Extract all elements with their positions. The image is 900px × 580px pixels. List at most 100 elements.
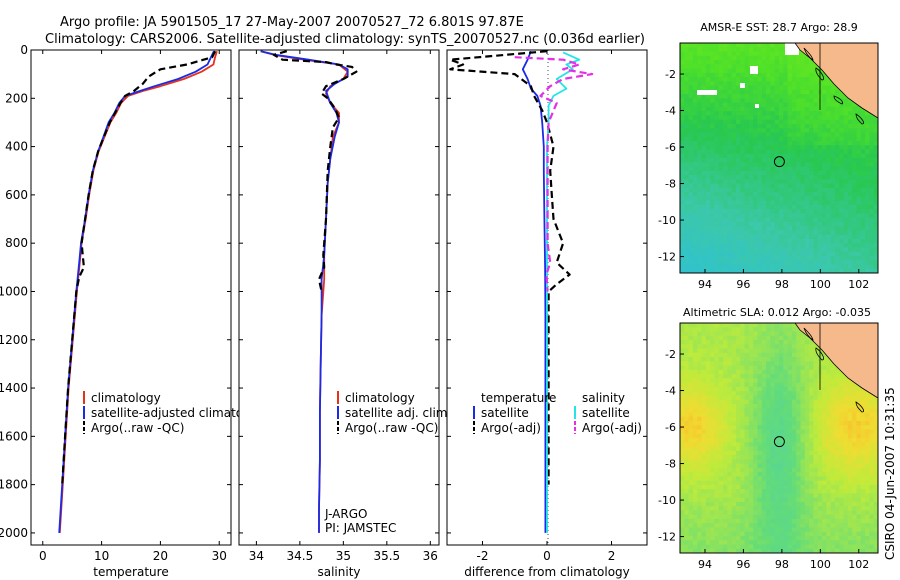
heatmap-cell xyxy=(761,382,767,388)
heatmap-cell xyxy=(839,399,845,405)
heatmap-cell xyxy=(723,145,728,151)
sst-map-ticks: 94 96 98 100 102-2-4-6-8-10-12 xyxy=(658,68,869,291)
heatmap-cell xyxy=(748,149,754,155)
heatmap-cell xyxy=(680,365,685,371)
heatmap-cell xyxy=(697,238,703,244)
heatmap-cell xyxy=(809,514,815,520)
heatmap-cell xyxy=(843,386,849,392)
heatmap-cell xyxy=(796,60,802,65)
heatmap-cell xyxy=(731,438,737,443)
heatmap-cell xyxy=(680,140,685,146)
heatmap-cell xyxy=(710,523,716,529)
series-line-satellite-adj-clim- xyxy=(260,50,349,533)
heatmap-cell xyxy=(770,425,776,431)
heatmap-cell xyxy=(822,497,827,503)
heatmap-cell xyxy=(740,403,746,409)
heatmap-cell xyxy=(779,323,784,328)
heatmap-cell xyxy=(692,459,698,465)
heatmap-cell xyxy=(817,446,823,452)
heatmap-cell xyxy=(710,175,716,180)
heatmap-cell xyxy=(826,81,832,87)
heatmap-cell xyxy=(869,243,875,249)
heatmap-cell xyxy=(860,243,866,249)
heatmap-cell xyxy=(692,544,698,550)
heatmap-cell xyxy=(766,268,771,273)
heatmap-cell xyxy=(847,438,853,443)
heatmap-cell xyxy=(723,234,728,240)
heatmap-cell xyxy=(800,340,806,345)
heatmap-cell xyxy=(761,47,767,53)
heatmap-cell xyxy=(766,166,771,172)
heatmap-cell xyxy=(843,395,849,401)
heatmap-cell xyxy=(796,348,802,354)
heatmap-cell xyxy=(697,442,703,448)
heatmap-cell xyxy=(869,162,875,168)
heatmap-cell xyxy=(800,535,806,541)
heatmap-cell xyxy=(688,531,694,537)
heatmap-cell xyxy=(791,209,797,214)
heatmap-cell xyxy=(847,467,853,473)
heatmap-cell xyxy=(692,365,698,371)
heatmap-cell xyxy=(680,115,685,121)
heatmap-cell xyxy=(779,535,784,541)
heatmap-cell xyxy=(697,352,703,358)
heatmap-cell xyxy=(727,540,733,546)
heatmap-cell xyxy=(847,221,853,227)
heatmap-cell xyxy=(718,115,724,121)
heatmap-cell xyxy=(826,442,832,448)
heatmap-cell xyxy=(817,136,823,142)
heatmap-cell xyxy=(852,111,858,117)
heatmap-cell xyxy=(822,268,827,273)
heatmap-cell xyxy=(744,128,750,134)
heatmap-cell xyxy=(718,128,724,134)
heatmap-cell xyxy=(804,102,810,108)
heatmap-cell xyxy=(744,450,750,456)
heatmap-cell xyxy=(843,535,849,541)
heatmap-cell xyxy=(705,60,711,65)
heatmap-cell xyxy=(697,132,703,138)
heatmap-cell xyxy=(822,251,827,257)
heatmap-cell xyxy=(873,170,878,176)
heatmap-cell xyxy=(740,145,746,151)
heatmap-cell xyxy=(740,119,746,125)
heatmap-cell xyxy=(869,226,875,232)
heatmap-cell xyxy=(791,238,797,244)
heatmap-cell xyxy=(710,344,716,350)
heatmap-cell xyxy=(684,153,690,159)
heatmap-cell xyxy=(830,192,836,197)
heatmap-cell xyxy=(817,255,823,261)
heatmap-cell xyxy=(680,335,685,341)
heatmap-cell xyxy=(748,361,754,367)
heatmap-cell xyxy=(697,408,703,414)
heatmap-cell xyxy=(856,251,862,257)
heatmap-cell xyxy=(723,531,728,537)
heatmap-cell xyxy=(783,514,789,520)
heatmap-cell xyxy=(753,238,759,244)
heatmap-cell xyxy=(865,179,870,185)
heatmap-cell xyxy=(735,51,741,57)
heatmap-cell xyxy=(826,378,832,384)
heatmap-cell xyxy=(744,446,750,452)
heatmap-cell xyxy=(753,247,759,253)
heatmap-cell xyxy=(714,77,720,82)
heatmap-cell xyxy=(727,192,733,197)
heatmap-cell xyxy=(800,455,806,460)
heatmap-cell xyxy=(826,192,832,197)
heatmap-cell xyxy=(822,459,827,465)
heatmap-cell xyxy=(809,175,815,180)
salinity-xlabel: salinity xyxy=(317,565,360,579)
heatmap-cell xyxy=(800,467,806,473)
float-owner-annotation: J-ARGO xyxy=(324,507,367,521)
heatmap-cell xyxy=(813,166,819,172)
heatmap-cell xyxy=(869,140,875,146)
heatmap-cell xyxy=(688,123,694,129)
heatmap-cell xyxy=(735,149,741,155)
heatmap-cell xyxy=(757,420,763,426)
heatmap-cell xyxy=(826,243,832,249)
heatmap-cell xyxy=(740,260,746,266)
heatmap-cell xyxy=(839,535,845,541)
heatmap-cell xyxy=(701,501,707,507)
heatmap-cell xyxy=(692,77,698,82)
heatmap-cell xyxy=(684,497,690,503)
heatmap-cell xyxy=(830,158,836,163)
